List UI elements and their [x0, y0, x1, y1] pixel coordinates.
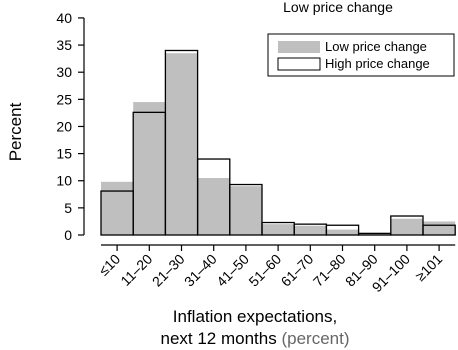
bar-low-6 — [294, 225, 327, 235]
y-axis-title: Percent — [6, 102, 25, 161]
y-axis: 0 5 10 15 20 25 30 35 40 — [56, 10, 85, 243]
bar-low-3 — [197, 178, 230, 235]
bar-high-2 — [164, 49, 199, 236]
bar-low-5 — [262, 224, 295, 235]
legend-swatch-high — [277, 57, 321, 71]
bar-low-1 — [133, 102, 166, 235]
x-tick-label-6: 61–70 — [278, 251, 317, 290]
bar-high-4 — [229, 183, 263, 236]
legend-label-high: High price change — [325, 56, 430, 71]
bar-low-10 — [423, 221, 456, 235]
bar-high-7 — [325, 224, 360, 236]
y-tick-label-7: 35 — [56, 37, 72, 53]
legend-label-low: Low price change — [325, 39, 427, 54]
y-tick-label-1: 5 — [64, 200, 72, 216]
y-tick-label-2: 10 — [56, 173, 72, 189]
x-axis: ≤1011–2021–3031–4041–5051–6061–7071–8081… — [95, 244, 456, 295]
x-tick-label-4: 41–50 — [213, 251, 252, 290]
x-axis-title-line1: Inflation expectations, — [173, 307, 337, 326]
y-tick-label-6: 30 — [56, 64, 72, 80]
y-tick-label-5: 25 — [56, 91, 72, 107]
high-price-change-bars — [100, 49, 456, 236]
x-axis-title-line2: next 12 months (percent) — [160, 329, 349, 348]
bar-low-4 — [229, 186, 262, 235]
low-price-change-bars — [101, 53, 456, 235]
x-tick-label-2: 21–30 — [149, 251, 188, 290]
y-tick-label-8: 40 — [56, 10, 72, 26]
x-tick-label-10: ≥101 — [412, 251, 445, 284]
legend-swatch-low — [278, 41, 320, 53]
bar-low-8 — [358, 233, 391, 235]
bar-low-0 — [101, 181, 134, 235]
y-tick-label-4: 20 — [56, 118, 72, 134]
y-tick-label-3: 15 — [56, 146, 72, 162]
x-axis-title-main: next 12 months — [160, 329, 276, 348]
bar-low-9 — [390, 218, 423, 235]
x-tick-label-7: 71–80 — [310, 251, 349, 290]
x-axis-title-unit: (percent) — [281, 329, 349, 348]
x-tick-label-5: 51–60 — [245, 251, 284, 290]
chart-title-partial: Low price change — [283, 0, 393, 15]
y-tick-label-0: 0 — [64, 227, 72, 243]
bar-low-7 — [326, 229, 359, 235]
bar-low-2 — [165, 53, 198, 235]
x-tick-label-3: 31–40 — [181, 251, 220, 290]
legend: Low price change High price change — [267, 33, 455, 77]
bar-high-10 — [422, 224, 456, 236]
x-tick-label-1: 11–20 — [117, 251, 155, 289]
